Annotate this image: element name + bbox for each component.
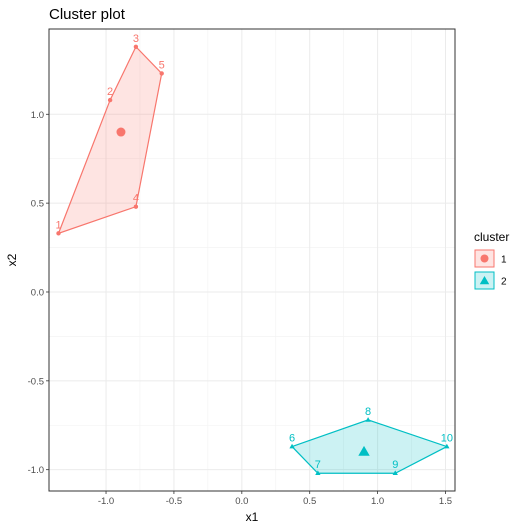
x-tick-label: 0.5 [303, 496, 316, 507]
legend: cluster 12 [474, 230, 509, 290]
x-tick-label: -0.5 [166, 496, 182, 507]
point-label: 5 [159, 59, 165, 71]
legend-label-2: 2 [501, 277, 507, 288]
y-tick-label: 0.5 [31, 199, 44, 210]
cluster-2-point [289, 443, 295, 449]
cluster-2-point [392, 470, 398, 476]
point-label: 3 [133, 33, 139, 45]
point-label: 4 [133, 193, 139, 205]
x-tick-label: 1.5 [439, 496, 452, 507]
point-label: 2 [107, 86, 113, 98]
point-label: 8 [365, 406, 371, 418]
cluster-1-point [56, 231, 61, 236]
legend-entries: 12 [474, 249, 507, 290]
point-label: 1 [55, 219, 61, 231]
x-tick-label: 1.0 [371, 496, 384, 507]
cluster-1-hull [57, 45, 163, 235]
legend-label-1: 1 [501, 255, 507, 266]
cluster-2-point [444, 443, 450, 449]
y-axis-label: x2 [5, 253, 19, 266]
legend-title: cluster [474, 230, 509, 244]
y-tick-label: -0.5 [28, 376, 44, 387]
cluster-points: 1 2 3 4 5 6 7 8 9 10 [55, 33, 453, 476]
x-axis-label: x1 [246, 510, 259, 524]
legend-symbol-triangle [479, 276, 490, 285]
cluster-1-point [133, 44, 139, 49]
point-label: 6 [289, 433, 295, 445]
y-tick-label: -1.0 [28, 465, 44, 476]
x-tick-label: 0.0 [235, 496, 248, 507]
x-tick-label: -1.0 [98, 496, 114, 507]
panel-border [48, 28, 456, 492]
cluster-2-point [315, 470, 321, 476]
grid-lines [49, 29, 455, 491]
point-label: 9 [392, 459, 398, 471]
chart-title: Cluster plot [49, 6, 126, 23]
axis-ticks: -1.0 -0.5 0.0 0.5 1.0 1.5 -1.0 -0.5 0.0 0.5 1.0 [28, 28, 456, 507]
y-tick-label: 0.0 [31, 287, 44, 298]
point-label: 7 [315, 459, 321, 471]
y-tick-label: 1.0 [31, 110, 44, 121]
cluster-1-point [133, 204, 139, 209]
cluster-2-center [358, 445, 370, 456]
point-label: 10 [441, 433, 453, 445]
cluster-2-point [365, 417, 371, 422]
panel-background [49, 29, 455, 491]
cluster-2-hull [290, 419, 449, 474]
cluster-1-point [159, 71, 164, 76]
cluster-1-center [116, 127, 126, 137]
cluster-hulls [57, 45, 449, 474]
legend-symbol-circle [480, 254, 489, 263]
cluster-1-point [107, 97, 113, 103]
